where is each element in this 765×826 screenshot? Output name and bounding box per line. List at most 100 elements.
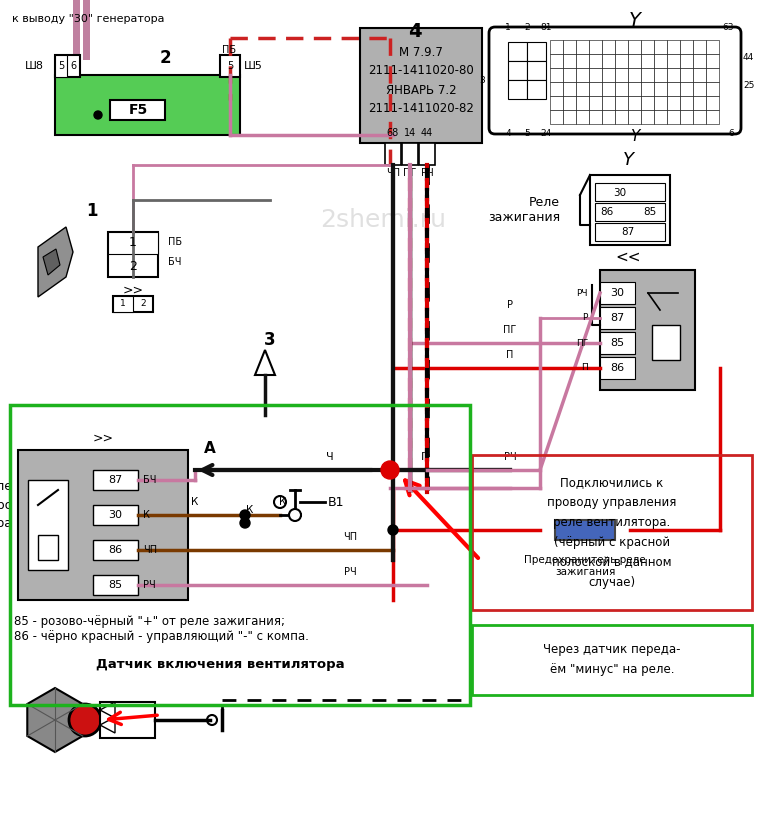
Circle shape: [94, 111, 102, 119]
Bar: [667, 68, 680, 82]
Text: A: A: [204, 441, 216, 456]
Text: БЧ: БЧ: [168, 257, 181, 267]
Polygon shape: [600, 520, 615, 540]
Bar: [113, 296, 133, 312]
Circle shape: [274, 496, 286, 508]
Bar: [693, 110, 706, 124]
Text: ПБ: ПБ: [222, 45, 236, 55]
Bar: [615, 82, 628, 96]
Text: П: П: [506, 350, 513, 360]
Text: ЧП: ЧП: [386, 168, 400, 178]
Text: 3: 3: [479, 76, 485, 85]
Text: 68: 68: [387, 128, 399, 138]
Text: 85: 85: [643, 207, 656, 217]
Bar: [602, 110, 615, 124]
Text: Через датчик переда-
ём "минус" на реле.: Через датчик переда- ём "минус" на реле.: [543, 643, 681, 676]
Circle shape: [289, 509, 301, 521]
Bar: [654, 40, 667, 54]
Text: 30: 30: [108, 510, 122, 520]
Bar: [628, 68, 641, 82]
Bar: [628, 96, 641, 110]
Text: ЧП: ЧП: [143, 545, 157, 555]
Text: 3: 3: [264, 331, 276, 349]
Text: 63: 63: [722, 23, 734, 32]
Bar: [654, 96, 667, 110]
Text: РЧ: РЧ: [421, 168, 434, 178]
Text: Подключились к
проводу управления
реле вентилятора.
(чёрный с красной
полоской в: Подключились к проводу управления реле в…: [547, 476, 677, 589]
Text: Датчик включения вентилятора: Датчик включения вентилятора: [96, 658, 344, 671]
Text: 4: 4: [505, 129, 511, 138]
Bar: [680, 82, 693, 96]
Text: 85: 85: [610, 338, 624, 348]
Text: ПГ: ПГ: [576, 339, 588, 348]
Bar: [600, 307, 635, 329]
Bar: [589, 54, 602, 68]
Bar: [693, 54, 706, 68]
Bar: [589, 96, 602, 110]
Bar: [55, 55, 80, 77]
Bar: [680, 110, 693, 124]
Bar: [693, 96, 706, 110]
Polygon shape: [38, 227, 73, 297]
Bar: [576, 54, 589, 68]
Bar: [589, 110, 602, 124]
Bar: [93, 575, 138, 595]
Bar: [641, 110, 654, 124]
Bar: [83, 0, 90, 60]
Text: 86: 86: [601, 207, 614, 217]
Bar: [641, 96, 654, 110]
Bar: [680, 54, 693, 68]
Text: РЧ: РЧ: [503, 452, 516, 462]
Bar: [550, 110, 563, 124]
Text: 87: 87: [610, 313, 624, 323]
Text: Ш5: Ш5: [244, 61, 263, 71]
Bar: [615, 110, 628, 124]
Bar: [419, 143, 435, 165]
Text: 1: 1: [505, 23, 511, 32]
Bar: [508, 42, 527, 61]
Bar: [508, 61, 527, 80]
Bar: [555, 520, 615, 540]
FancyBboxPatch shape: [489, 27, 741, 134]
Text: Реле
зажигания: Реле зажигания: [488, 196, 560, 224]
Bar: [652, 325, 680, 360]
Text: >>: >>: [93, 432, 113, 445]
Bar: [589, 40, 602, 54]
Text: M 7.9.7
2111-1411020-80
ЯНВАРЬ 7.2
2111-1411020-82: M 7.9.7 2111-1411020-80 ЯНВАРЬ 7.2 2111-…: [368, 45, 474, 116]
Text: К: К: [191, 497, 199, 507]
Text: 5: 5: [58, 61, 64, 71]
Bar: [402, 143, 418, 165]
Bar: [615, 40, 628, 54]
Text: К: К: [246, 505, 254, 515]
Bar: [628, 40, 641, 54]
Circle shape: [240, 518, 250, 528]
Bar: [385, 143, 401, 165]
Text: Y: Y: [623, 151, 633, 169]
Circle shape: [69, 704, 101, 736]
Bar: [563, 54, 576, 68]
Text: 86: 86: [108, 545, 122, 555]
Text: 6: 6: [70, 61, 76, 71]
Bar: [628, 110, 641, 124]
Circle shape: [381, 461, 399, 479]
Bar: [527, 61, 546, 80]
Text: 25: 25: [743, 81, 754, 90]
Text: 14: 14: [404, 128, 416, 138]
Bar: [563, 96, 576, 110]
Bar: [706, 40, 719, 54]
Bar: [93, 540, 138, 560]
Bar: [654, 82, 667, 96]
Circle shape: [240, 510, 250, 520]
Polygon shape: [100, 702, 115, 718]
Bar: [472, 455, 752, 610]
Text: F5: F5: [129, 103, 148, 117]
Bar: [55, 75, 240, 135]
Text: Р: Р: [583, 314, 588, 322]
Text: 30: 30: [614, 188, 627, 198]
Text: 2: 2: [524, 23, 530, 32]
Bar: [73, 0, 80, 60]
Bar: [563, 40, 576, 54]
Polygon shape: [255, 350, 275, 375]
Text: ПГ: ПГ: [403, 168, 417, 178]
Bar: [527, 42, 546, 61]
